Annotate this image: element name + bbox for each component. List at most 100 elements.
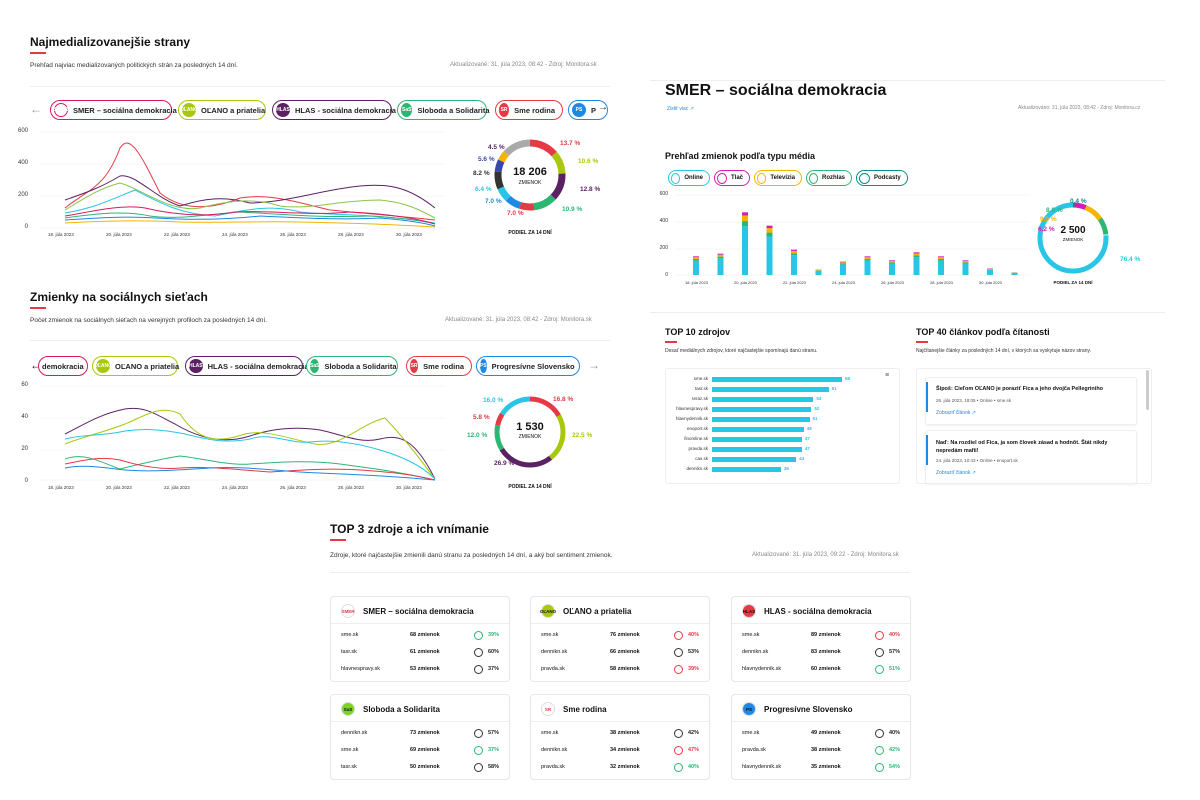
source-name: sme.sk: [341, 747, 359, 753]
sentiment-percent: 51%: [888, 666, 900, 672]
sentiment-percent: 42%: [888, 747, 900, 753]
donut-percent-label: 10.6 %: [578, 158, 599, 165]
view-article-link[interactable]: Zobraziť článok ↗: [936, 470, 976, 476]
bar-segment: [742, 226, 748, 275]
party-filter-pill[interactable]: PS P: [568, 100, 608, 120]
party-filter-pill[interactable]: SR Sme rodina: [406, 356, 472, 376]
bar-segment: [864, 260, 871, 275]
article-title: Šipoš: Cieľom OĽANO je poraziť Fica a je…: [936, 386, 1104, 392]
bar-segment: [962, 260, 969, 262]
media-type-filter[interactable]: Rozhlas: [806, 170, 852, 186]
sentiment-row: tasr.sk 50 zmienok 58%: [341, 761, 499, 773]
bar-segment: [717, 256, 724, 259]
source-label: hlavnespravy.sk: [676, 406, 708, 411]
party-filter-pill[interactable]: OĽANO OĽANO a priatelia: [92, 356, 179, 376]
article-card[interactable]: Šipoš: Cieľom OĽANO je poraziť Fica a je…: [925, 377, 1137, 425]
donut-percent-label: 10.9 %: [562, 206, 583, 213]
party-name: HLAS - sociálna demokracia: [764, 606, 872, 616]
party-filter-pill[interactable]: SR Sme rodina: [495, 100, 563, 120]
divider: [30, 86, 610, 87]
party-filter-pill[interactable]: HLAS HLAS - sociálna demokracia: [185, 356, 309, 376]
media-type-icon: [859, 172, 870, 184]
y-axis-tick: 200: [659, 245, 668, 251]
neutral-face-icon: [875, 728, 884, 738]
party-logo-icon: HLAS: [276, 103, 290, 117]
x-axis-tick: 18. júla 2023: [48, 232, 74, 237]
party-filter-pill[interactable]: SMER SMER – sociálna demokracia: [50, 100, 177, 120]
mention-count: 32 zmienok: [610, 764, 640, 770]
frown-icon: [674, 664, 683, 674]
bar-segment: [693, 258, 699, 261]
x-axis-tick: 24. júla 2023: [222, 232, 248, 237]
x-axis-tick: 28. júla 2023: [338, 232, 364, 237]
source-value: 51: [812, 416, 818, 421]
scroll-left-icon[interactable]: ←: [30, 102, 42, 116]
sentiment-row: hlavnydennik.sk 60 zmienok 51%: [742, 663, 900, 675]
menu-icon[interactable]: ≡: [885, 372, 890, 379]
media-type-filter[interactable]: Tlač: [714, 170, 750, 186]
source-name: sme.sk: [541, 730, 559, 736]
party-logo-icon: SR: [499, 103, 510, 117]
donut-caption: PODIEL ZA 14 DNÍ: [508, 230, 552, 236]
view-article-link[interactable]: Zobraziť článok ↗: [936, 410, 976, 416]
bar-chart-media: [675, 194, 1030, 276]
party-sentiment-card: OĽANO OĽANO a priatelia sme.sk 76 zmienok 40…: [530, 596, 710, 682]
mention-count: 89 zmienok: [811, 632, 841, 638]
neutral-face-icon: [474, 762, 483, 772]
bar-segment: [987, 268, 993, 270]
donut-unit: ZMIENOK: [518, 180, 542, 186]
party-logo-icon: SR: [410, 359, 419, 373]
article-card[interactable]: Naď: Na rozdiel od Fica, ja som človek z…: [925, 430, 1137, 484]
media-type-filter[interactable]: Online: [668, 170, 710, 186]
source-name: sme.sk: [541, 632, 559, 638]
smile-icon: [674, 762, 683, 772]
party-filter-label: Sloboda a Solidarita: [324, 361, 397, 371]
party-logo-icon: SaS: [341, 702, 355, 716]
bar-segment: [864, 257, 871, 259]
party-filter-pill[interactable]: HLAS HLAS - sociálna demokracia: [272, 100, 396, 120]
scroll-right-icon[interactable]: →: [588, 358, 600, 372]
scrollbar[interactable]: [1146, 370, 1149, 410]
source-bar: [712, 467, 781, 472]
source-value: 53: [816, 396, 822, 401]
donut-social: [494, 396, 566, 468]
x-axis-tick: 26. júla 2023: [881, 280, 904, 285]
frown-icon: [674, 630, 683, 640]
sentiment-row: sme.sk 89 zmienok 40%: [742, 629, 900, 641]
sentiment-percent: 40%: [888, 632, 900, 638]
mention-count: 38 zmienok: [610, 730, 640, 736]
scroll-right-icon[interactable]: →: [598, 102, 608, 113]
bar-segment: [766, 228, 773, 233]
party-filter-pill[interactable]: SaS Sloboda a Solidarita: [306, 356, 398, 376]
source-bar: [712, 387, 829, 392]
media-section-title: Prehľad zmienok podľa typu média: [665, 151, 815, 161]
neutral-face-icon: [674, 728, 683, 738]
learn-more-link[interactable]: Zistiť viac ↗: [667, 106, 694, 112]
bar-segment: [913, 252, 920, 254]
party-filter-pill[interactable]: demokracia: [38, 356, 88, 376]
party-filter-pill[interactable]: PS Progresívne Slovensko: [476, 356, 580, 376]
donut-total: 18 206: [513, 166, 547, 178]
media-type-icon: [757, 172, 767, 184]
party-filter-pill[interactable]: SaS Sloboda a Solidarita: [397, 100, 490, 120]
party-filter-label: Sloboda a Solidarita: [417, 105, 490, 115]
party-name: Sme rodina: [563, 704, 607, 714]
party-filter-pill[interactable]: OĽANO OĽANO a priatelia: [178, 100, 266, 120]
bar-segment: [766, 236, 773, 275]
sentiment-row: pravda.sk 32 zmienok 40%: [541, 761, 699, 773]
bar-segment: [889, 263, 895, 275]
divider: [330, 572, 910, 573]
source-bar: [712, 397, 814, 402]
smile-icon: [875, 762, 884, 772]
x-axis-tick: 24. júla 2023: [832, 280, 855, 285]
donut-caption: PODIEL ZA 14 DNÍ: [1053, 280, 1093, 285]
x-axis-tick: 26. júla 2023: [280, 232, 306, 237]
donut-total: 1 530: [516, 421, 544, 433]
bar-segment: [791, 250, 797, 254]
source-label: dennikn.sk: [686, 466, 708, 471]
media-type-filter[interactable]: Televízia: [754, 170, 802, 186]
mention-count: 69 zmienok: [410, 747, 440, 753]
source-name: pravda.sk: [742, 747, 766, 753]
media-type-filter[interactable]: Podcasty: [856, 170, 908, 186]
sentiment-percent: 60%: [487, 649, 499, 655]
